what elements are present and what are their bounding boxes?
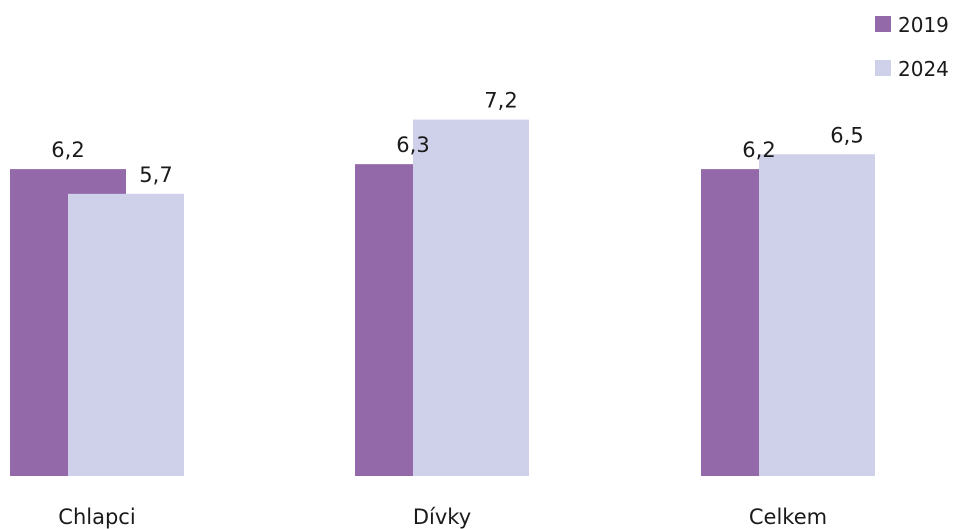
bar-dívky-2024 [413,119,529,476]
data-label-celkem-2024: 6,5 [830,123,863,147]
legend-swatch-2024 [875,60,891,76]
data-label-chlapci-2019: 6,2 [51,138,84,162]
data-labels-group: 6,2 5,7 6,3 7,2 6,2 6,5 [51,89,863,187]
legend: 2019 2024 [875,13,949,81]
bar-celkem-2024 [759,154,875,476]
legend-label-2019: 2019 [898,13,949,37]
data-label-celkem-2019: 6,2 [742,138,775,162]
data-label-dívky-2019: 6,3 [396,133,429,157]
legend-label-2024: 2024 [898,57,949,81]
data-label-chlapci-2024: 5,7 [139,163,172,187]
category-label-celkem: Celkem [749,505,827,529]
bars-group [10,119,875,476]
category-label-chlapci: Chlapci [58,505,135,529]
category-labels-group: Chlapci Dívky Celkem [58,505,827,529]
legend-swatch-2019 [875,16,891,32]
category-label-dívky: Dívky [413,505,471,529]
bar-chlapci-2024 [68,193,184,476]
data-label-dívky-2024: 7,2 [484,89,517,113]
